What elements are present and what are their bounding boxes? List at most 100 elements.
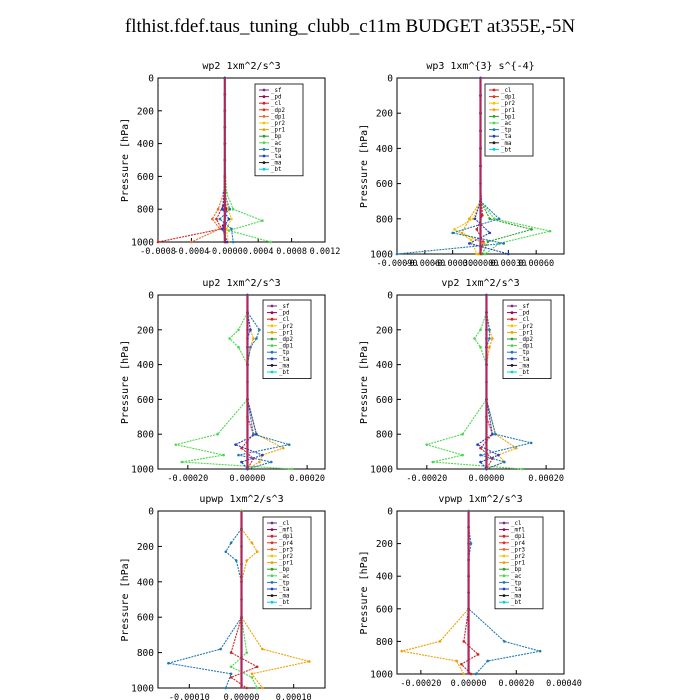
legend-marker bbox=[510, 370, 514, 374]
legend-label: _pd bbox=[279, 311, 289, 317]
legend-label: _dp1 bbox=[511, 534, 525, 540]
data-point bbox=[240, 460, 243, 464]
legend-marker bbox=[262, 167, 266, 171]
y-tick-label: 1000 bbox=[370, 670, 393, 681]
data-point bbox=[497, 217, 501, 221]
legend-label: _ta bbox=[279, 587, 289, 593]
legend-label: _bt bbox=[279, 370, 289, 376]
legend-marker bbox=[270, 344, 274, 347]
legend-label: _ma bbox=[271, 161, 281, 167]
data-point bbox=[174, 443, 178, 446]
legend-label: _tp bbox=[511, 580, 522, 586]
y-tick-label: 0 bbox=[148, 291, 154, 302]
data-point bbox=[216, 207, 220, 211]
legend-marker bbox=[262, 148, 266, 151]
data-point bbox=[218, 217, 222, 221]
data-point bbox=[234, 559, 238, 562]
data-point bbox=[431, 460, 435, 464]
chart-title: wp3 1xm^{3} s^{-4} bbox=[426, 61, 534, 72]
legend-label: _pr4 bbox=[279, 541, 293, 547]
data-point bbox=[249, 345, 252, 349]
data-point bbox=[400, 649, 404, 653]
legend-label: _dp1 bbox=[279, 344, 293, 350]
legend-marker bbox=[270, 561, 274, 564]
legend-marker bbox=[270, 350, 274, 354]
data-point bbox=[255, 550, 259, 554]
legend-marker bbox=[492, 115, 496, 118]
data-point bbox=[482, 242, 486, 245]
legend-marker bbox=[510, 317, 514, 321]
data-point bbox=[252, 337, 255, 340]
y-tick-label: 600 bbox=[137, 395, 154, 406]
legend-label: _bt bbox=[271, 167, 281, 173]
legend-label: _cl bbox=[519, 317, 529, 323]
y-tick-label: 200 bbox=[137, 106, 154, 117]
legend-marker bbox=[502, 541, 506, 545]
data-point bbox=[230, 217, 233, 221]
data-point bbox=[520, 467, 524, 471]
legend-marker bbox=[262, 134, 266, 138]
legend-label: _ta bbox=[519, 357, 529, 363]
data-point bbox=[468, 242, 471, 245]
data-point bbox=[479, 446, 482, 450]
series-cl bbox=[156, 76, 227, 244]
legend-marker bbox=[510, 344, 514, 347]
data-point bbox=[475, 252, 479, 256]
data-point bbox=[473, 337, 476, 340]
legend-marker bbox=[270, 600, 274, 604]
legend-label: _ac bbox=[501, 121, 511, 127]
data-point bbox=[156, 240, 160, 244]
data-point bbox=[167, 661, 170, 665]
legend-label: _ta bbox=[271, 154, 281, 160]
data-point bbox=[481, 213, 484, 217]
data-point bbox=[451, 231, 454, 235]
y-tick-label: 400 bbox=[137, 360, 154, 371]
legend-label: _bp bbox=[279, 567, 290, 573]
legend-label: _cl bbox=[279, 317, 289, 323]
legend-label: _pr2 bbox=[279, 554, 293, 560]
legend-marker bbox=[262, 101, 266, 105]
data-point bbox=[425, 443, 429, 446]
data-point bbox=[460, 662, 463, 666]
legend-marker bbox=[270, 324, 274, 328]
x-tick-label: 0.00020 bbox=[498, 679, 534, 689]
legend-label: _dp1 bbox=[279, 534, 293, 540]
legend-marker bbox=[270, 337, 274, 341]
data-point bbox=[529, 441, 533, 445]
data-point bbox=[494, 432, 497, 436]
legend-marker bbox=[262, 161, 266, 165]
chart-panel-2: up2 1xm^2/s^3 Pressure [hPa] 0 200 400 600 800… bbox=[120, 278, 326, 484]
data-point bbox=[488, 231, 492, 235]
data-point bbox=[245, 559, 249, 562]
data-point bbox=[229, 676, 233, 679]
y-tick-label: 0 bbox=[148, 507, 154, 518]
legend-label: _pr3 bbox=[279, 547, 293, 553]
legend-marker bbox=[510, 304, 514, 308]
data-point bbox=[476, 443, 479, 446]
data-point bbox=[474, 672, 478, 676]
legend-label: _mfl bbox=[279, 528, 293, 534]
legend-marker bbox=[502, 567, 506, 571]
data-point bbox=[479, 345, 482, 349]
data-point bbox=[461, 453, 464, 457]
legend-label: _ma bbox=[279, 594, 289, 600]
data-point bbox=[250, 676, 254, 679]
data-point bbox=[261, 647, 264, 651]
legend-label: _pd bbox=[271, 95, 281, 101]
legend-label: _pr2 bbox=[271, 121, 285, 127]
y-axis-label: Pressure [hPa] bbox=[120, 557, 131, 641]
data-point bbox=[469, 672, 473, 676]
y-tick-label: 0 bbox=[387, 507, 393, 518]
legend-marker bbox=[270, 581, 274, 584]
legend-label: _ac bbox=[271, 141, 281, 147]
y-tick-label: 800 bbox=[137, 205, 154, 216]
data-point bbox=[488, 217, 492, 221]
data-point bbox=[227, 217, 231, 221]
legend-label: _ma bbox=[519, 363, 529, 369]
data-point bbox=[227, 229, 231, 232]
legend-marker bbox=[270, 554, 274, 558]
data-point bbox=[230, 227, 233, 231]
legend-marker bbox=[262, 121, 266, 125]
legend-marker bbox=[262, 108, 266, 112]
y-tick-label: 1000 bbox=[131, 465, 154, 476]
